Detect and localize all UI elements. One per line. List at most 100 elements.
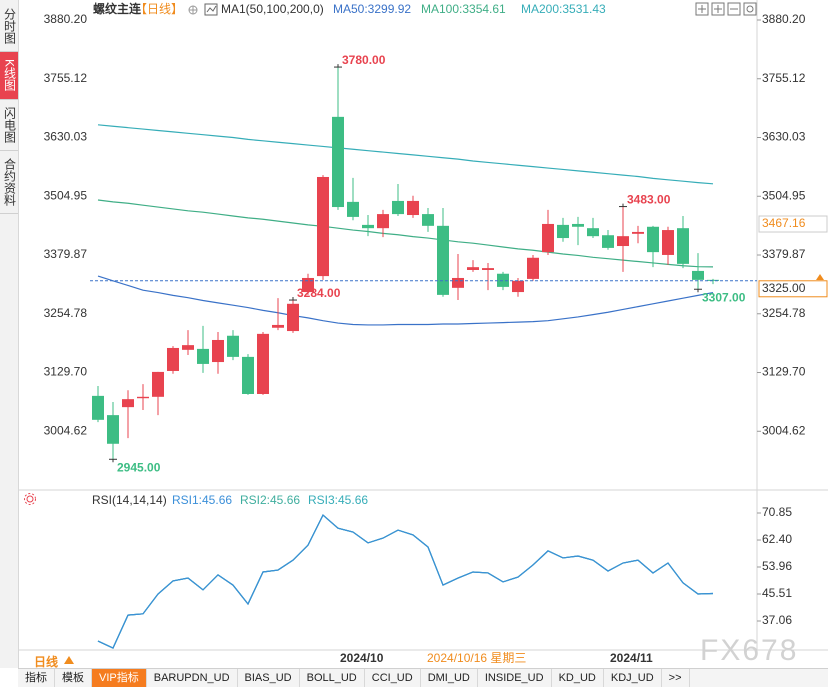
candle-body: [467, 267, 479, 270]
y-tick-label-left: 3755.12: [44, 71, 88, 85]
x-tick-label: 2024/10: [340, 651, 384, 665]
period-button[interactable]: 日线: [34, 655, 59, 669]
indicator-icon[interactable]: [204, 3, 218, 16]
toolbar: 指标 模板 VIP指标 BARUPDN_UD BIAS_UD BOLL_UD CCI_UD D…: [18, 668, 828, 687]
cursor-price-label: 3467.16: [762, 216, 806, 230]
candle-body: [107, 415, 119, 444]
candle-body: [197, 348, 209, 364]
candle-body: [602, 235, 614, 248]
candle-body: [422, 214, 434, 226]
toolbar-item[interactable]: >>: [662, 669, 690, 687]
rsi-icon-rays: [24, 493, 36, 505]
toolbar-item[interactable]: 指标: [18, 669, 55, 687]
toolbar-item[interactable]: KD_UD: [552, 669, 604, 687]
extreme-label: 2945.00: [117, 460, 161, 474]
y-tick-label-left: 3129.70: [44, 365, 88, 379]
price-arrow: [816, 274, 824, 280]
candle-body: [632, 231, 644, 234]
icon-move[interactable]: [695, 2, 709, 16]
series-line: [97, 275, 714, 326]
candle-body: [317, 176, 329, 277]
candle-body: [227, 335, 239, 357]
y-tick-label: 3504.95: [762, 188, 806, 202]
y-tick-label: 70.85: [762, 505, 792, 519]
x-tick-label: 2024/11: [610, 651, 653, 665]
y-tick-label: 3004.62: [762, 423, 806, 437]
rsi-icon[interactable]: [26, 495, 34, 503]
toolbar-item[interactable]: BOLL_UD: [300, 669, 365, 687]
candle-body: [557, 224, 569, 239]
candle-body: [647, 226, 659, 253]
series-line: [97, 199, 714, 268]
icon-settings[interactable]: [743, 2, 757, 16]
sidebar: 分时图 K线图 闪电图 合约资料: [0, 0, 19, 668]
candle-body: [272, 324, 284, 328]
y-tick-label: 3880.20: [762, 12, 806, 26]
tab-flash[interactable]: 闪电图: [0, 100, 18, 151]
y-tick-label: 3129.70: [762, 365, 806, 379]
candle-body: [242, 356, 254, 394]
candle-body: [137, 396, 149, 399]
y-tick-label: 3379.87: [762, 247, 806, 261]
y-tick-label: 3630.03: [762, 130, 806, 144]
candle-body: [452, 277, 464, 288]
toolbar-icons: [695, 2, 757, 16]
cursor-price-box: [758, 215, 828, 233]
period-triangle: [64, 656, 74, 664]
legend-entry: MA100:3354.61: [421, 2, 506, 16]
candle-body: [347, 201, 359, 217]
tab-timeshare[interactable]: 分时图: [0, 0, 18, 52]
y-tick-label: 45.51: [762, 586, 792, 600]
candle-body: [542, 223, 554, 253]
candle-body: [287, 303, 299, 332]
y-tick-label: 53.96: [762, 559, 792, 573]
toolbar-item[interactable]: INSIDE_UD: [478, 669, 552, 687]
y-tick-label-left: 3630.03: [44, 130, 88, 144]
candle-body: [527, 257, 539, 279]
candle-body: [512, 280, 524, 293]
rsi-title: RSI(14,14,14): [92, 493, 167, 507]
legend-entry: RSI3:45.66: [308, 493, 368, 507]
candle-body: [677, 228, 689, 264]
toolbar-item[interactable]: 模板: [55, 669, 92, 687]
candle-body: [617, 236, 629, 247]
extreme-label: 3284.00: [297, 286, 341, 300]
y-tick-label: 37.06: [762, 613, 792, 627]
extreme-label: 3780.00: [342, 53, 386, 67]
candle-body: [482, 268, 494, 270]
toolbar-item[interactable]: CCI_UD: [365, 669, 421, 687]
legend-entry: MA200:3531.43: [521, 2, 606, 16]
indicator-label: MA1(50,100,200,0): [221, 2, 324, 16]
tab-contract[interactable]: 合约资料: [0, 151, 18, 214]
extreme-label: 3307.00: [702, 290, 746, 304]
toolbar-item[interactable]: KDJ_UD: [604, 669, 662, 687]
candle-body: [572, 223, 584, 227]
legend-entry: MA50:3299.92: [333, 2, 411, 16]
y-tick-label-left: 3254.78: [44, 306, 88, 320]
y-tick-label-left: 3379.87: [44, 247, 88, 261]
toolbar-item[interactable]: VIP指标: [92, 669, 147, 687]
y-tick-label: 62.40: [762, 532, 792, 546]
candle-body: [212, 339, 224, 363]
y-tick-label: 3254.78: [762, 306, 806, 320]
cursor-date: 2024/10/16 星期三: [427, 651, 526, 665]
candle-body: [692, 270, 704, 280]
toolbar-item[interactable]: BIAS_UD: [238, 669, 300, 687]
y-tick-label: 3755.12: [762, 71, 806, 85]
candle-body: [377, 214, 389, 229]
extreme-label: 3483.00: [627, 193, 671, 207]
icon-zoom-out[interactable]: [727, 2, 741, 16]
candle-body: [437, 225, 449, 295]
watermark: FX678: [700, 634, 798, 667]
candle-body: [587, 228, 599, 237]
toolbar-item[interactable]: BARUPDN_UD: [147, 669, 238, 687]
y-tick-label-left: 3880.20: [44, 12, 88, 26]
candle-body: [362, 224, 374, 229]
candle-body: [392, 200, 404, 215]
tab-kline[interactable]: K线图: [0, 52, 18, 100]
legend-entry: RSI2:45.66: [240, 493, 300, 507]
toolbar-item[interactable]: DMI_UD: [421, 669, 478, 687]
icon-zoom-in[interactable]: [711, 2, 725, 16]
